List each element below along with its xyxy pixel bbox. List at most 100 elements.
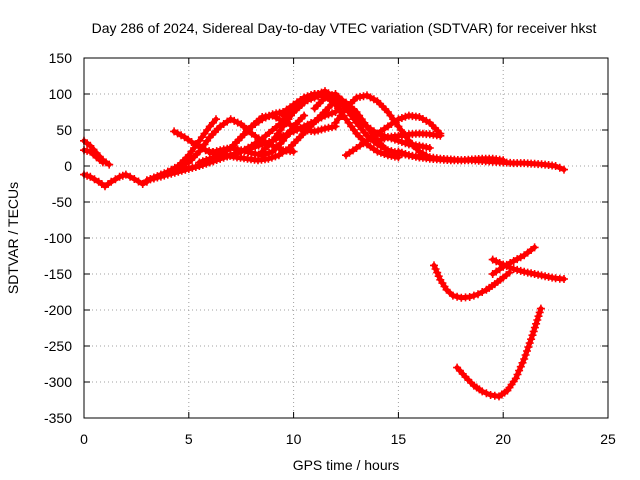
data-point-marker xyxy=(237,146,246,155)
data-point-marker xyxy=(265,148,274,157)
data-point-marker xyxy=(524,343,533,352)
data-point-marker xyxy=(86,172,95,181)
data-point-marker xyxy=(530,323,539,332)
data-point-marker xyxy=(212,147,221,156)
data-point-marker xyxy=(303,92,312,101)
data-point-marker xyxy=(153,172,162,181)
data-point-marker xyxy=(425,144,434,152)
data-point-marker xyxy=(528,331,537,340)
data-point-marker xyxy=(506,263,515,272)
y-tick-label: -200 xyxy=(44,302,72,318)
data-point-marker xyxy=(555,163,564,172)
data-point-marker xyxy=(233,118,242,127)
series-arc-22 xyxy=(488,255,568,283)
data-point-marker xyxy=(317,125,326,134)
data-point-marker xyxy=(251,142,260,151)
x-tick-label: 5 xyxy=(185,431,193,447)
data-point-marker xyxy=(537,271,546,280)
data-point-marker xyxy=(502,262,511,271)
data-point-marker xyxy=(518,358,527,367)
data-point-marker xyxy=(535,308,544,317)
data-point-marker xyxy=(201,146,210,155)
y-tick-label: -50 xyxy=(52,194,72,210)
y-tick-label: 150 xyxy=(49,50,73,66)
data-point-marker xyxy=(258,140,267,149)
data-point-marker xyxy=(198,157,207,166)
y-tick-label: -350 xyxy=(44,410,72,426)
data-point-marker xyxy=(138,180,147,188)
data-point-marker xyxy=(478,288,487,296)
data-point-marker xyxy=(111,175,120,184)
data-point-marker xyxy=(431,265,440,273)
data-point-marker xyxy=(98,158,107,167)
data-point-marker xyxy=(401,112,410,121)
data-point-marker xyxy=(149,173,158,182)
data-point-marker xyxy=(226,151,235,160)
x-tick-label: 0 xyxy=(80,431,88,447)
data-point-marker xyxy=(530,243,539,252)
series-arc-16 xyxy=(342,111,445,160)
data-point-marker xyxy=(324,92,333,101)
x-tick-label: 10 xyxy=(286,431,302,447)
data-point-marker xyxy=(430,261,438,270)
data-point-marker xyxy=(105,160,114,169)
data-point-marker xyxy=(401,150,410,158)
series-layer xyxy=(80,87,568,401)
x-axis-title: GPS time / hours xyxy=(293,457,400,473)
series-arc-20 xyxy=(430,261,514,302)
y-tick-label: 50 xyxy=(56,122,72,138)
data-point-marker xyxy=(107,177,116,186)
data-point-marker xyxy=(271,152,280,161)
data-point-marker xyxy=(533,316,542,324)
data-point-marker xyxy=(205,149,214,157)
data-point-marker xyxy=(134,177,143,186)
data-point-marker xyxy=(499,260,508,269)
data-point-marker xyxy=(244,148,253,157)
data-point-marker xyxy=(300,93,309,102)
y-tick-label: -250 xyxy=(44,338,72,354)
data-point-marker xyxy=(448,291,457,300)
data-point-marker xyxy=(560,165,568,174)
series-line xyxy=(343,113,443,158)
x-tick-label: 15 xyxy=(391,431,407,447)
data-point-marker xyxy=(226,115,235,124)
data-point-marker xyxy=(130,175,139,183)
data-point-marker xyxy=(492,257,501,266)
data-point-marker xyxy=(380,134,389,143)
x-tick-label: 20 xyxy=(495,431,511,447)
data-point-marker xyxy=(310,127,319,136)
data-point-marker xyxy=(513,370,522,379)
y-tick-label: -300 xyxy=(44,374,72,390)
data-point-marker xyxy=(324,110,333,119)
series-arc-23 xyxy=(453,304,545,401)
data-point-marker xyxy=(488,255,497,264)
data-point-marker xyxy=(394,115,403,124)
data-point-marker xyxy=(265,111,274,120)
data-point-marker xyxy=(436,131,445,140)
data-point-marker xyxy=(230,116,239,125)
tick-labels: 0 5 10 15 20 25 -350 -300 -250 -200 -150 -100 -50 0 50… xyxy=(44,50,616,447)
data-point-marker xyxy=(328,109,336,118)
data-point-marker xyxy=(509,265,518,273)
chart-title: Day 286 of 2024, Sidereal Day-to-day VTE… xyxy=(92,20,597,36)
data-point-marker xyxy=(126,172,135,181)
data-point-marker xyxy=(397,114,406,122)
data-point-marker xyxy=(495,259,504,267)
data-point-marker xyxy=(240,147,249,156)
series-arc-17 xyxy=(373,129,445,145)
data-point-marker xyxy=(300,111,309,120)
data-point-marker xyxy=(469,291,478,300)
data-point-marker xyxy=(534,312,543,321)
y-tick-label: -150 xyxy=(44,266,72,282)
data-point-marker xyxy=(523,347,531,355)
x-tick-label: 25 xyxy=(600,431,616,447)
data-point-marker xyxy=(296,124,305,133)
data-point-marker xyxy=(520,267,529,276)
data-point-marker xyxy=(551,162,560,170)
data-point-marker xyxy=(465,293,474,301)
data-point-marker xyxy=(121,170,130,179)
data-point-marker xyxy=(478,387,487,396)
data-point-marker xyxy=(321,111,329,120)
data-point-marker xyxy=(373,147,382,156)
